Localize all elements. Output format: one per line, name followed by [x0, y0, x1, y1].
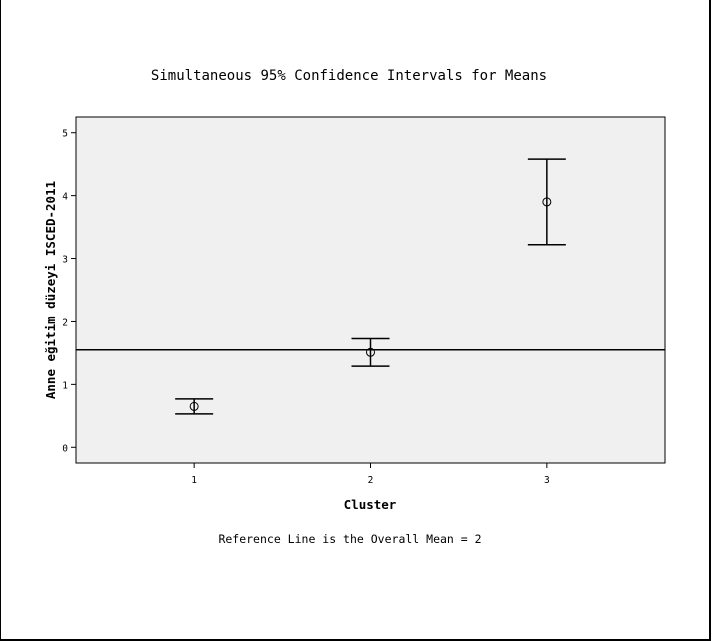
- y-tick-label: 4: [62, 192, 68, 203]
- y-axis-label: Anne eğitim düzeyi ISCED-2011: [43, 181, 58, 399]
- y-axis: 0 1 2 3 4 5: [62, 129, 76, 454]
- y-tick-label: 3: [62, 255, 68, 266]
- y-tick-label: 1: [62, 380, 68, 391]
- reference-line-note: Reference Line is the Overall Mean = 2: [218, 532, 481, 546]
- error-bars: [76, 158, 665, 415]
- chart-title: Simultaneous 95% Confidence Intervals fo…: [151, 68, 547, 84]
- y-tick-label: 2: [62, 317, 68, 328]
- x-tick-label: 2: [368, 475, 374, 486]
- mean-marker: [542, 197, 552, 207]
- x-axis: 1 2 3: [191, 463, 550, 486]
- y-tick-label: 5: [62, 129, 68, 140]
- x-tick-label: 3: [544, 475, 550, 486]
- x-axis-label: Cluster: [344, 497, 397, 512]
- mean-marker: [366, 347, 375, 357]
- x-tick-label: 1: [191, 475, 197, 486]
- mean-marker: [189, 401, 199, 411]
- y-tick-label: 0: [62, 443, 68, 454]
- plot-area: [75, 116, 666, 464]
